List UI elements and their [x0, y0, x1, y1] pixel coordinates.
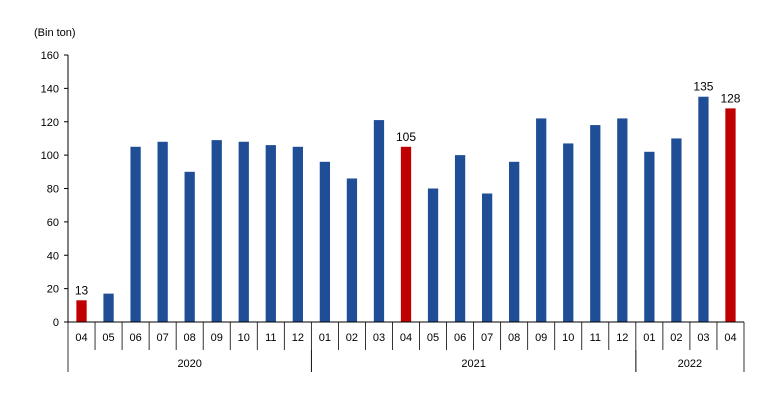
bar — [536, 118, 547, 322]
x-tick-label: 03 — [373, 332, 385, 344]
x-tick-label: 01 — [319, 332, 331, 344]
bar — [292, 146, 303, 322]
bar — [509, 161, 520, 322]
bar — [725, 108, 736, 323]
x-tick-label: 07 — [481, 332, 493, 344]
data-label: 128 — [720, 91, 740, 105]
x-tick-label: 08 — [184, 332, 196, 344]
bar — [319, 161, 331, 322]
y-tick-label: 140 — [41, 83, 59, 95]
bar — [238, 141, 249, 322]
bar — [130, 146, 141, 322]
x-tick-label: 07 — [157, 332, 169, 344]
x-tick-label: 02 — [670, 332, 682, 344]
x-tick-label: 06 — [129, 332, 141, 344]
bar — [400, 146, 412, 322]
bars-group — [76, 96, 736, 323]
y-unit-label: (Bin ton) — [34, 27, 76, 39]
bar — [346, 178, 358, 322]
y-tick-label: 120 — [41, 117, 59, 129]
bar — [698, 96, 709, 322]
x-tick-label: 02 — [346, 332, 358, 344]
x-tick-label: 04 — [400, 332, 412, 344]
x-tick-label: 11 — [265, 332, 276, 344]
x-tick-label: 09 — [211, 332, 223, 344]
data-label: 135 — [693, 80, 713, 94]
x-tick-label: 12 — [616, 332, 628, 344]
y-tick-label: 160 — [41, 50, 59, 62]
x-tick-label: 09 — [535, 332, 547, 344]
x-tick-label: 04 — [75, 332, 87, 344]
x-tick-label: 11 — [590, 332, 601, 344]
bar — [644, 151, 655, 322]
y-axis: 0 20 40 60 80 100 120 140 160 — [41, 50, 69, 329]
x-tick-label: 05 — [102, 332, 114, 344]
x-tick-label: 03 — [697, 332, 709, 344]
bar — [265, 145, 276, 322]
bar — [563, 143, 574, 322]
x-tick-label: 10 — [562, 332, 574, 344]
y-tick-label: 80 — [47, 184, 59, 196]
bar — [671, 138, 682, 322]
y-tick-label: 0 — [53, 317, 59, 329]
data-labels-group: 13 105 135 128 — [75, 80, 741, 298]
x-tick-label: 08 — [508, 332, 520, 344]
bar — [373, 120, 385, 322]
x-tick-label: 12 — [292, 332, 304, 344]
bar — [590, 125, 601, 323]
y-tick-label: 40 — [47, 250, 59, 262]
bar — [454, 155, 466, 322]
x-tick-label: 01 — [643, 332, 655, 344]
bar — [427, 188, 439, 322]
bar — [76, 300, 87, 322]
y-tick-label: 60 — [47, 217, 59, 229]
y-tick-label: 100 — [41, 150, 59, 162]
bar — [157, 141, 168, 322]
bar — [617, 118, 628, 322]
data-label: 13 — [75, 283, 89, 297]
x-tick-label: 10 — [238, 332, 250, 344]
bar — [481, 193, 493, 322]
y-tick-label: 20 — [47, 284, 59, 296]
x-tick-label: 04 — [724, 332, 736, 344]
bar — [184, 171, 195, 322]
x-tick-label: 05 — [427, 332, 439, 344]
year-label: 2022 — [678, 358, 702, 370]
x-tick-label: 06 — [454, 332, 466, 344]
data-label: 105 — [396, 130, 416, 144]
year-label: 2021 — [461, 358, 485, 370]
bar — [211, 140, 222, 322]
year-label: 2020 — [177, 358, 201, 370]
bar — [103, 293, 114, 322]
x-axis: 04 05 06 07 08 09 10 11 12 01 02 03 04 05 06 07 08 09 10 11… — [67, 321, 745, 372]
